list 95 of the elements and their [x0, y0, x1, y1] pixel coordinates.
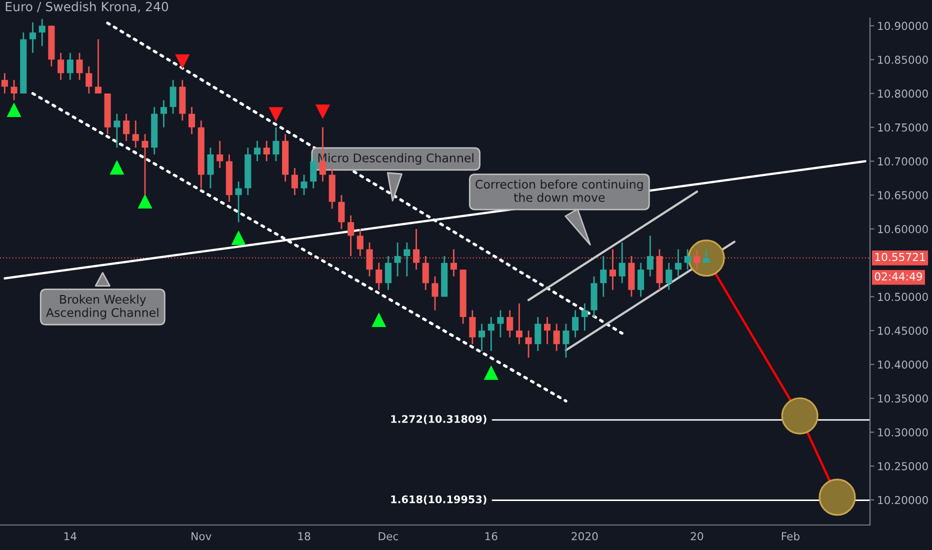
candlestick	[160, 100, 167, 128]
x-tick-label: 14	[64, 532, 76, 540]
candlestick	[235, 180, 242, 223]
x-tick-label: 18	[298, 532, 310, 540]
y-tick-label: 10.20000	[878, 496, 928, 504]
candlestick	[310, 154, 317, 190]
point	[484, 365, 498, 380]
annotation: Broken Weekly Ascending Channel	[46, 294, 158, 320]
candlestick	[600, 255, 607, 298]
candlestick	[348, 214, 354, 257]
candlestick	[123, 113, 130, 142]
candlestick	[376, 262, 382, 291]
x-tick-label: 2020	[572, 532, 598, 540]
y-tick-label: 10.85000	[878, 56, 928, 64]
candlestick	[394, 242, 401, 278]
y-tick-label: 10.80000	[878, 90, 928, 98]
candlestick	[1, 72, 8, 94]
candlestick	[404, 242, 410, 278]
y-tick-label: 10.90000	[878, 22, 928, 30]
point	[372, 312, 386, 328]
candlestick	[478, 323, 486, 352]
candlestick	[338, 194, 345, 230]
x-tick-label: 16	[485, 532, 498, 540]
candlestick	[646, 235, 654, 278]
text: 02:44:49	[874, 272, 922, 281]
candlestick	[254, 140, 261, 162]
x-tick-label: Nov	[192, 532, 212, 540]
point	[175, 54, 190, 69]
candlestick	[114, 113, 120, 148]
ref-line-label: 10.55721	[875, 252, 925, 262]
point	[315, 104, 330, 120]
candlestick	[666, 262, 672, 291]
candlestick	[188, 106, 196, 135]
point	[138, 194, 152, 208]
candlestick	[142, 133, 148, 196]
candlestick	[432, 276, 438, 311]
candlestick	[703, 248, 710, 264]
candlestick	[86, 66, 92, 94]
point	[6, 102, 22, 118]
candlestick	[562, 323, 570, 358]
y-tick-label: 10.70000	[878, 157, 928, 166]
candlestick	[356, 228, 364, 257]
candlestick	[291, 167, 298, 196]
candlestick	[10, 79, 18, 101]
point	[268, 107, 284, 122]
ref-line-label: 1.618(10.19953)	[391, 495, 486, 504]
candlestick	[76, 52, 83, 81]
candlestick	[516, 302, 522, 345]
candlestick	[263, 140, 270, 162]
y-tick-label: 10.35000	[878, 394, 928, 403]
candlestick	[581, 302, 588, 332]
candlestick	[534, 316, 542, 352]
candlestick	[694, 248, 700, 270]
candlestick	[272, 126, 280, 162]
candlestick	[684, 248, 691, 270]
candlestick	[553, 323, 560, 352]
candlestick	[674, 248, 682, 278]
candlestick	[488, 316, 494, 352]
x-tick-label: Feb	[782, 532, 800, 540]
y-tick-label: 10.75000	[878, 123, 928, 132]
y-tick-label: 10.25000	[878, 462, 928, 470]
y-tick-label: 10.65000	[878, 191, 928, 200]
candlestick	[525, 330, 532, 358]
candlestick	[300, 174, 308, 196]
y-tick-label: 10.50000	[878, 292, 928, 301]
candlestick	[66, 52, 74, 81]
candlestick	[384, 255, 392, 291]
candlestick	[506, 310, 514, 338]
point	[781, 397, 818, 434]
candlestick	[38, 18, 46, 47]
y-tick-label: 10.40000	[878, 360, 928, 369]
point	[231, 230, 246, 246]
candlestick	[572, 310, 579, 338]
x-tick-label: 20	[690, 532, 704, 540]
y-tick-label: 10.60000	[878, 225, 928, 234]
candlestick	[216, 140, 224, 169]
candlestick	[638, 262, 644, 298]
ref-line-label: 1.272(10.31809)	[391, 414, 486, 424]
chart-title: Euro / Swedish Krona, 240	[6, 2, 168, 13]
candlestick	[469, 310, 476, 345]
annotation: Correction before continuing the down move	[476, 180, 643, 202]
point	[110, 160, 124, 175]
y-tick-label: 10.45000	[878, 326, 928, 335]
candlestick	[207, 146, 214, 190]
candlestick	[497, 310, 504, 338]
candlestick	[170, 79, 176, 114]
point	[818, 478, 856, 516]
y-tick-label: 10.30000	[878, 428, 928, 436]
candlestick	[618, 242, 626, 284]
candlestick	[132, 120, 139, 148]
candlestick	[544, 316, 551, 345]
x-tick-label: Dec	[378, 532, 398, 540]
candlestick	[58, 52, 64, 81]
candlestick	[29, 22, 36, 54]
candlestick	[94, 38, 102, 94]
